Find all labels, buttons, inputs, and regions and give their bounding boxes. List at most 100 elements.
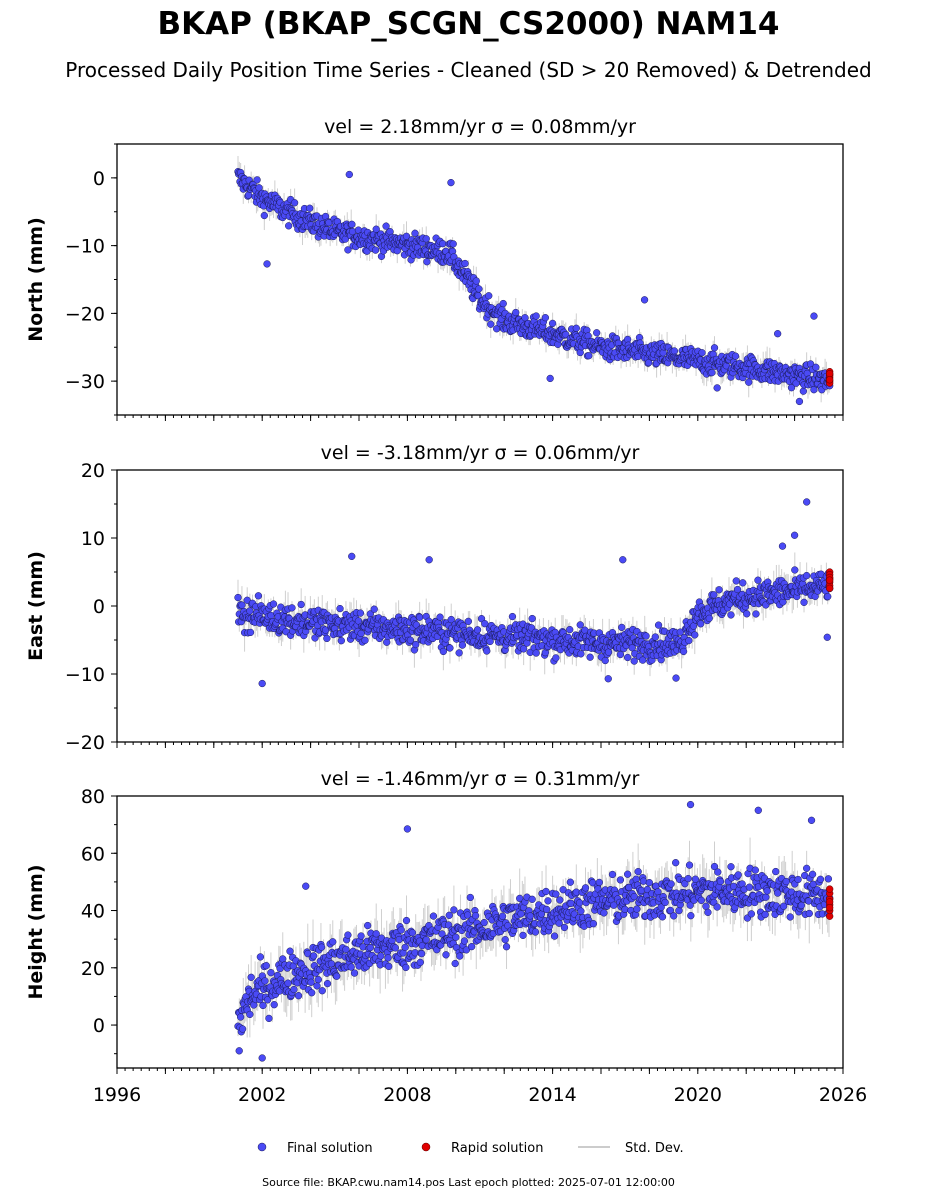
- final-point: [473, 626, 482, 634]
- final-point: [731, 352, 740, 360]
- rapid-point: [826, 904, 834, 912]
- final-point: [585, 352, 593, 360]
- final-point: [344, 931, 352, 939]
- panel-north: 0 −10 −20 −30 vel = 2.18mm/yr σ = 0.08mm/yr N…: [25, 116, 844, 421]
- final-point: [528, 895, 536, 903]
- final-point: [370, 605, 378, 613]
- panel-title: vel = 2.18mm/yr σ = 0.08mm/yr: [324, 116, 636, 138]
- final-point: [619, 556, 627, 564]
- final-point: [661, 898, 669, 907]
- final-point: [727, 863, 735, 871]
- final-point: [593, 329, 601, 337]
- final-point: [425, 556, 433, 564]
- figure-subtitle: Processed Daily Position Time Series - C…: [65, 58, 872, 82]
- final-point: [705, 614, 713, 622]
- final-point: [439, 240, 447, 248]
- final-point: [357, 629, 365, 638]
- final-point: [816, 875, 825, 883]
- final-point: [466, 893, 474, 902]
- legend-item: Std. Dev.: [578, 1141, 684, 1156]
- final-point: [645, 359, 653, 367]
- final-point: [658, 913, 667, 921]
- final-point: [391, 944, 399, 952]
- final-point: [499, 299, 507, 308]
- final-point: [702, 902, 710, 910]
- final-point: [541, 314, 550, 322]
- y-tick-label: −10: [65, 664, 105, 686]
- final-point: [739, 579, 747, 587]
- final-point: [307, 978, 315, 986]
- legend-marker: [257, 1142, 267, 1152]
- final-point: [519, 931, 527, 939]
- final-point: [364, 921, 372, 930]
- final-point: [543, 905, 551, 914]
- final-point: [350, 969, 359, 977]
- y-axis-label: East (mm): [25, 551, 47, 661]
- rapid-point: [826, 576, 834, 584]
- final-point: [447, 178, 455, 187]
- final-point: [704, 908, 712, 917]
- final-point: [402, 232, 411, 240]
- final-point: [422, 235, 430, 243]
- y-axis-label: Height (mm): [25, 864, 47, 999]
- final-point: [566, 878, 575, 886]
- y-tick-label: −10: [65, 236, 105, 258]
- final-point: [550, 932, 559, 940]
- final-point: [516, 894, 524, 903]
- final-point: [803, 864, 811, 872]
- final-point: [502, 943, 511, 951]
- final-point: [616, 876, 625, 884]
- x-tick-label: 2002: [238, 1084, 286, 1106]
- final-point: [471, 912, 480, 920]
- final-point: [417, 950, 426, 958]
- final-point: [247, 973, 255, 981]
- final-point: [786, 913, 794, 921]
- final-point: [288, 604, 296, 612]
- final-point: [472, 277, 480, 285]
- rapid-solution-points: [826, 367, 834, 387]
- final-point: [455, 649, 463, 657]
- legend-marker: [421, 1142, 431, 1152]
- y-tick-label: 80: [81, 786, 105, 808]
- final-point: [687, 912, 695, 920]
- final-point: [805, 909, 813, 918]
- final-point: [263, 260, 271, 268]
- source-footer: Source file: BKAP.cwu.nam14.pos Last epo…: [262, 1176, 675, 1189]
- final-point: [477, 615, 486, 623]
- final-point: [416, 613, 424, 621]
- final-point: [823, 633, 831, 641]
- y-tick-label: −20: [65, 303, 105, 325]
- final-point: [546, 374, 554, 383]
- final-point: [761, 910, 769, 919]
- rapid-point: [826, 584, 834, 592]
- final-point: [306, 204, 314, 212]
- final-point: [812, 363, 820, 371]
- final-point: [577, 650, 585, 658]
- final-point: [344, 246, 352, 254]
- final-point: [787, 384, 796, 392]
- final-point: [577, 907, 585, 915]
- final-point: [423, 258, 431, 266]
- final-point: [458, 641, 467, 649]
- final-point: [772, 867, 780, 876]
- final-point: [429, 912, 438, 920]
- final-point: [406, 636, 415, 644]
- final-point: [246, 628, 255, 637]
- final-point: [519, 645, 528, 653]
- final-point: [713, 384, 721, 392]
- final-point: [366, 943, 374, 952]
- final-point: [246, 1010, 254, 1019]
- final-point: [623, 653, 632, 662]
- final-point: [238, 1025, 247, 1033]
- legend-label: Rapid solution: [451, 1141, 543, 1156]
- final-point: [727, 611, 735, 619]
- final-point: [774, 889, 782, 897]
- final-point: [258, 1054, 266, 1062]
- x-ticks: [116, 742, 844, 748]
- x-ticks: [116, 415, 844, 421]
- final-point: [710, 591, 718, 599]
- panel-east: 20 10 0 −10 −20 vel = -3.18mm/yr σ = 0.06mm/y…: [25, 442, 844, 754]
- final-point: [302, 882, 310, 890]
- rapid-point: [826, 370, 834, 378]
- final-point: [608, 870, 617, 879]
